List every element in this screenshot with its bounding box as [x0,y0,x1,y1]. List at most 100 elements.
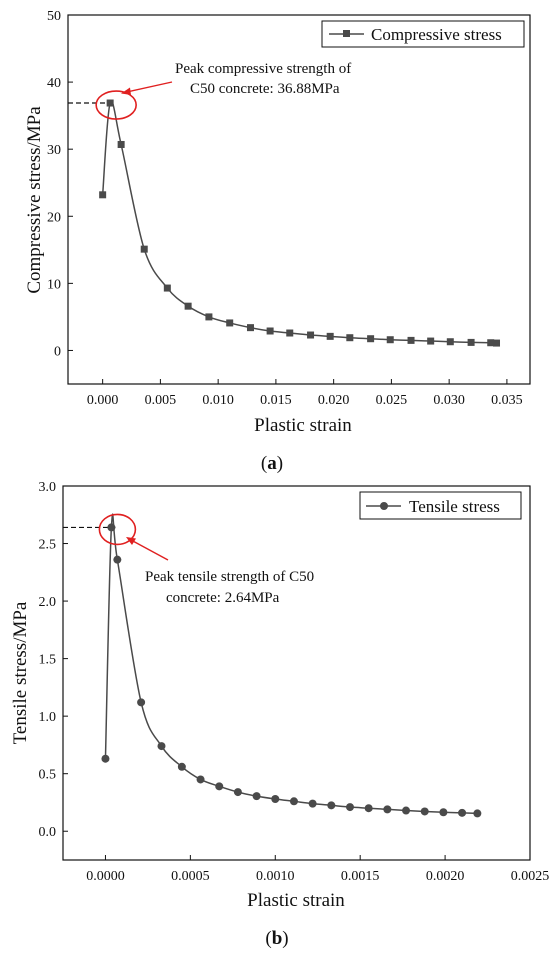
data-point-circle [458,808,467,817]
x-tick-label: 0.025 [376,393,408,408]
peak-highlight-circle [98,513,137,546]
data-point-circle [345,803,354,812]
data-point-circle [402,806,411,815]
series-line-compressive [101,100,497,344]
y-tick-label: 2.0 [39,595,57,610]
x-tick-label: 0.020 [318,393,350,408]
y-tick-label: 0.0 [39,825,57,840]
chart-compressive: 0.000 0.005 0.010 0.015 0.020 0.025 0.030 0.035… [24,9,531,474]
data-point-circle [383,805,392,814]
peak-highlight-circle [95,90,137,120]
y-tick-label: 0.5 [39,768,57,783]
y-tick-label: 30 [47,143,61,158]
series-markers-compressive [99,99,501,347]
annotation-text-line1: Peak compressive strength of [175,61,351,77]
data-point-circle [327,801,336,810]
x-tick-label: 0.0000 [86,869,125,884]
data-point-circle [233,788,242,797]
data-point-square [163,284,171,292]
x-tick-label: 0.0015 [341,869,380,884]
x-axis-ticks: 0.0000 0.0005 0.0010 0.0015 0.0020 0.0025 [86,855,549,884]
annotation-arrowhead [121,87,131,95]
x-axis-title: Plastic strain [247,890,345,911]
caption-letter: a [267,453,277,474]
caption-letter: b [272,928,283,949]
x-tick-label: 0.010 [202,393,234,408]
x-tick-label: 0.000 [87,393,119,408]
x-tick-label: 0.030 [433,393,465,408]
subfigure-caption-b: (b) [265,928,288,949]
data-point-square [467,338,475,346]
data-point-circle [101,754,110,763]
data-point-square [493,339,501,347]
plot-frame [62,485,531,861]
y-tick-label: 0 [54,344,61,359]
y-axis-ticks: 0 10 20 30 40 50 [47,9,73,359]
data-point-circle [473,809,482,818]
annotation-text-line1: Peak tensile strength of C50 [145,569,314,585]
data-point-square [346,334,354,342]
chart-tensile: 0.0000 0.0005 0.0010 0.0015 0.0020 0.0025 0.0… [10,480,549,949]
y-tick-label: 40 [47,76,61,91]
data-point-circle [177,762,186,771]
data-point-circle [215,782,224,791]
x-tick-label: 0.0025 [511,869,550,884]
y-tick-label: 20 [47,210,61,225]
data-point-square [386,336,394,344]
data-point-square [307,331,315,339]
y-axis-ticks: 0.0 0.5 1.0 1.5 2.0 2.5 3.0 [39,480,68,840]
legend: Tensile stress [359,491,522,520]
y-tick-label: 1.5 [39,653,57,668]
data-point-square [106,99,114,107]
legend-label: Compressive stress [371,25,502,44]
x-axis-ticks: 0.000 0.005 0.010 0.015 0.020 0.025 0.030 0.035 [87,379,523,408]
data-point-square [226,319,234,327]
annotation-arrow-line [130,539,169,561]
data-point-square [184,302,192,310]
annotation-arrow-line [126,81,173,93]
x-tick-label: 0.0010 [256,869,295,884]
subfigure-caption-a: (a) [261,453,283,474]
series-markers-tensile [101,523,482,818]
data-point-square [326,332,334,340]
y-axis-title: Tensile stress/MPa [10,601,31,744]
x-axis-title: Plastic strain [254,415,352,436]
data-point-circle [420,807,429,816]
annotation-arrowhead [126,537,136,545]
data-point-square [99,191,107,199]
data-point-square [117,140,125,148]
data-point-circle [196,775,205,784]
x-tick-label: 0.035 [491,393,523,408]
data-point-circle [107,523,116,532]
data-point-square [140,245,148,253]
y-tick-label: 3.0 [39,480,57,495]
data-point-square [286,329,294,337]
y-tick-label: 2.5 [39,538,57,553]
data-point-square [246,324,254,332]
x-tick-label: 0.0020 [426,869,465,884]
data-point-square [205,313,213,321]
x-tick-label: 0.015 [260,393,292,408]
legend-label: Tensile stress [409,497,500,516]
data-point-circle [439,808,448,817]
legend: Compressive stress [321,20,525,48]
data-point-circle [289,797,298,806]
legend-square-marker [343,30,350,37]
annotation-text-line2: C50 concrete: 36.88MPa [190,81,340,97]
y-axis-title: Compressive stress/MPa [24,106,45,294]
data-point-square [407,336,415,344]
x-tick-label: 0.0005 [171,869,210,884]
annotation-text-line2: concrete: 2.64MPa [166,590,280,606]
legend-circle-marker [380,502,388,510]
x-tick-label: 0.005 [145,393,177,408]
y-tick-label: 10 [47,277,61,292]
data-point-circle [364,804,373,813]
data-point-square [446,338,454,346]
y-tick-label: 1.0 [39,710,57,725]
y-tick-label: 50 [47,9,61,24]
data-point-circle [252,792,261,801]
data-point-circle [137,698,146,707]
data-point-circle [113,555,122,564]
data-point-square [266,327,274,335]
